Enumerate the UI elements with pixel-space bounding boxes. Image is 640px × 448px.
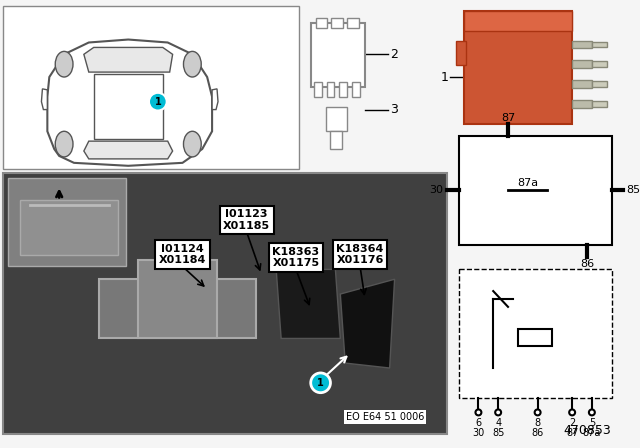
Polygon shape	[340, 279, 395, 368]
Bar	[332, 18, 343, 28]
Text: 85: 85	[627, 185, 640, 195]
Circle shape	[534, 409, 541, 415]
Text: 87a: 87a	[517, 177, 538, 188]
Text: 2: 2	[390, 48, 397, 61]
Bar	[463, 11, 572, 30]
Bar	[572, 40, 592, 48]
Polygon shape	[93, 74, 163, 139]
Bar	[138, 259, 217, 338]
Polygon shape	[42, 89, 47, 110]
Bar	[330, 131, 342, 149]
Text: 470853: 470853	[564, 424, 612, 437]
Bar	[518, 328, 552, 346]
Text: 30: 30	[429, 185, 443, 195]
Polygon shape	[84, 141, 173, 159]
Bar	[348, 18, 359, 28]
Ellipse shape	[55, 131, 73, 157]
Ellipse shape	[184, 52, 201, 77]
Polygon shape	[212, 89, 218, 110]
Text: 1: 1	[317, 378, 324, 388]
Text: EO E64 51 0006: EO E64 51 0006	[346, 412, 424, 422]
Text: 2: 2	[569, 418, 575, 428]
Text: 5: 5	[589, 418, 595, 428]
Text: K18364
X01176: K18364 X01176	[337, 244, 384, 265]
Polygon shape	[276, 269, 340, 338]
Text: I01124
X01184: I01124 X01184	[159, 244, 206, 265]
Text: 86: 86	[580, 259, 594, 269]
Bar	[592, 61, 607, 67]
Bar	[572, 100, 592, 108]
Text: 87a: 87a	[582, 428, 601, 438]
Polygon shape	[84, 47, 173, 72]
Bar	[20, 200, 118, 254]
Ellipse shape	[184, 131, 201, 157]
Bar	[572, 60, 592, 68]
Text: 1: 1	[441, 70, 449, 83]
Text: 86: 86	[531, 428, 544, 438]
Bar	[314, 82, 321, 97]
Polygon shape	[47, 39, 212, 166]
Circle shape	[149, 93, 166, 111]
Text: 1: 1	[154, 97, 161, 107]
Text: 87: 87	[566, 428, 579, 438]
Bar	[463, 11, 572, 125]
Circle shape	[589, 409, 595, 415]
Text: 8: 8	[534, 418, 541, 428]
Bar	[456, 40, 466, 65]
Circle shape	[495, 409, 501, 415]
Bar	[572, 80, 592, 88]
Circle shape	[311, 373, 330, 393]
Bar	[326, 82, 335, 97]
Bar	[316, 18, 328, 28]
Bar	[592, 42, 607, 47]
Text: 4: 4	[495, 418, 501, 428]
Circle shape	[569, 409, 575, 415]
Bar	[592, 101, 607, 107]
Circle shape	[476, 409, 481, 415]
Bar	[459, 269, 612, 398]
Bar	[3, 6, 299, 169]
Text: 6: 6	[476, 418, 481, 428]
Text: 30: 30	[472, 428, 484, 438]
Text: 85: 85	[492, 428, 504, 438]
Bar	[339, 82, 348, 97]
Bar	[352, 82, 360, 97]
Text: 3: 3	[390, 103, 397, 116]
Text: I01123
X01185: I01123 X01185	[223, 209, 270, 231]
Text: 87: 87	[501, 113, 515, 124]
Text: K18363
X01175: K18363 X01175	[273, 247, 319, 268]
Bar	[311, 23, 365, 87]
Bar	[326, 107, 348, 131]
Bar	[8, 178, 126, 267]
Bar	[3, 173, 447, 434]
Bar	[592, 81, 607, 87]
Ellipse shape	[55, 52, 73, 77]
Bar	[99, 279, 257, 338]
Bar	[459, 136, 612, 245]
